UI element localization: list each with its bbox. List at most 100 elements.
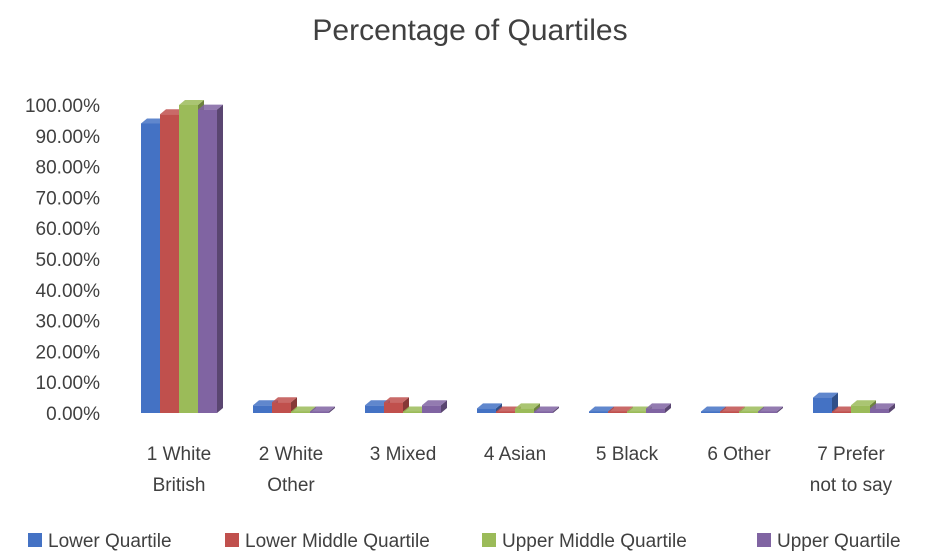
bar-side <box>217 104 223 414</box>
y-tick-label: 50.00% <box>36 250 101 271</box>
bar-front <box>608 411 627 413</box>
bar <box>870 403 895 413</box>
legend-swatch <box>757 533 771 547</box>
bar-top <box>160 109 185 115</box>
bar-top <box>720 406 745 412</box>
bar-side <box>553 406 559 413</box>
legend-label: Lower Middle Quartile <box>245 531 430 552</box>
bar-front <box>758 411 777 413</box>
bar-top <box>272 397 297 403</box>
bar-side <box>889 403 895 413</box>
bar-top <box>534 406 559 412</box>
bar-side <box>777 406 783 413</box>
bar-front <box>589 411 608 413</box>
bar-top <box>403 406 428 412</box>
bar-top <box>813 392 838 398</box>
y-tick-label: 0.00% <box>46 404 100 425</box>
bar <box>310 406 335 413</box>
bar-front <box>365 405 384 413</box>
x-tick-label: Other <box>267 475 315 496</box>
bar-front <box>291 411 310 413</box>
legend-item: Lower Middle Quartile <box>225 531 430 552</box>
x-tick-label: not to say <box>810 475 893 496</box>
bar-front <box>646 408 665 413</box>
bar-top <box>627 406 652 412</box>
bar-top <box>832 406 857 412</box>
bar-front <box>496 411 515 413</box>
bar-front <box>198 109 217 414</box>
bar-front <box>422 405 441 413</box>
x-tick-label: 1 White <box>147 444 211 465</box>
bar-top <box>515 403 540 409</box>
chart-title: Percentage of Quartiles <box>312 14 627 47</box>
bar-top <box>701 406 726 412</box>
bar-front <box>701 411 720 413</box>
bar-top <box>365 400 390 406</box>
bar <box>813 392 838 413</box>
bar <box>384 397 409 413</box>
bar-front <box>477 408 496 413</box>
bar-front <box>179 105 198 413</box>
bar-front <box>253 405 272 413</box>
bar-top <box>870 403 895 409</box>
x-tick-label: 5 Black <box>596 444 659 465</box>
bar <box>646 403 671 413</box>
bar-front <box>403 411 422 413</box>
x-tick-label: 4 Asian <box>484 444 546 465</box>
bars <box>141 100 895 414</box>
x-tick-label: British <box>153 475 206 496</box>
bar <box>534 406 559 413</box>
y-tick-label: 40.00% <box>36 281 101 302</box>
x-tick-label: 2 White <box>259 444 323 465</box>
legend-swatch <box>28 533 42 547</box>
y-tick-label: 70.00% <box>36 188 101 209</box>
bar-top <box>851 400 876 406</box>
bar-front <box>832 411 851 413</box>
bar-front <box>141 123 160 413</box>
x-tick-label: 6 Other <box>707 444 771 465</box>
legend-swatch <box>225 533 239 547</box>
bar-front <box>534 411 553 413</box>
bar <box>198 104 223 414</box>
bar-front <box>272 402 291 413</box>
y-tick-label: 90.00% <box>36 127 101 148</box>
bar-top <box>646 403 671 409</box>
legend-label: Upper Quartile <box>777 531 901 552</box>
bar-front <box>515 408 534 413</box>
bar-top <box>608 406 633 412</box>
bar-top <box>253 400 278 406</box>
y-tick-label: 100.00% <box>25 96 100 117</box>
y-axis: 0.00% 10.00% 20.00% 30.00% 40.00% 50.00% 60.00… <box>25 96 100 425</box>
bar-top <box>141 118 166 124</box>
y-tick-label: 30.00% <box>36 312 101 333</box>
legend-item: Upper Quartile <box>757 531 901 552</box>
y-tick-label: 20.00% <box>36 342 101 363</box>
bar-side <box>329 406 335 413</box>
bar-top <box>179 100 204 105</box>
legend-swatch <box>482 533 496 547</box>
bar-side <box>665 403 671 413</box>
bar-front <box>310 411 329 413</box>
x-tick-label: 3 Mixed <box>370 444 437 465</box>
bar-front <box>870 408 889 413</box>
bar-front <box>627 411 646 413</box>
legend-label: Lower Quartile <box>48 531 172 552</box>
y-tick-label: 10.00% <box>36 373 101 394</box>
bar-top <box>384 397 409 403</box>
y-tick-label: 60.00% <box>36 219 101 240</box>
bar-front <box>813 397 832 413</box>
bar-top <box>198 104 223 110</box>
bar-side <box>441 400 447 413</box>
x-tick-label: 7 Prefer <box>817 444 885 465</box>
bar-top <box>589 406 614 412</box>
bar-front <box>739 411 758 413</box>
bar-top <box>739 406 764 412</box>
legend: Lower Quartile Lower Middle Quartile Upper… <box>28 531 901 552</box>
bar-top <box>496 406 521 412</box>
legend-item: Upper Middle Quartile <box>482 531 687 552</box>
bar-top <box>310 406 335 412</box>
legend-item: Lower Quartile <box>28 531 172 552</box>
bar-top <box>477 403 502 409</box>
bar <box>758 406 783 413</box>
